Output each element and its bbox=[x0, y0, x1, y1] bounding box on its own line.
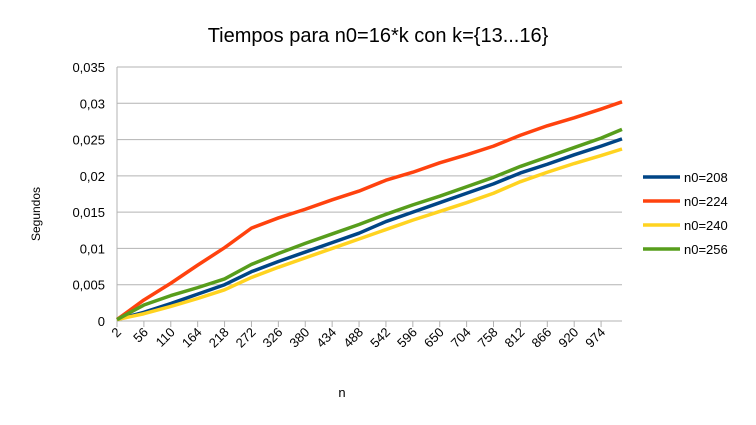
x-tick-label: 704 bbox=[448, 325, 474, 351]
y-axis-label: Segundos bbox=[29, 187, 43, 241]
series-line bbox=[116, 147, 623, 322]
x-axis-label: n bbox=[338, 385, 345, 400]
chart-title: Tiempos para n0=16*k con k={13...16} bbox=[208, 25, 549, 47]
x-tick-label: 272 bbox=[233, 325, 259, 351]
y-tick-label: 0,035 bbox=[72, 60, 105, 75]
y-tick-label: 0,025 bbox=[72, 133, 105, 148]
x-tick-label: 488 bbox=[340, 325, 366, 351]
x-tick-label: 56 bbox=[130, 325, 151, 346]
y-tick-label: 0,03 bbox=[80, 96, 105, 111]
legend-label: n0=256 bbox=[684, 242, 728, 257]
series-line bbox=[116, 137, 623, 322]
x-tick-label: 164 bbox=[179, 325, 205, 351]
x-tick-label: 542 bbox=[367, 325, 393, 351]
x-tick-label: 380 bbox=[286, 325, 312, 351]
x-tick-label: 866 bbox=[528, 325, 554, 351]
x-tick-label: 920 bbox=[555, 325, 581, 351]
x-tick-label: 758 bbox=[475, 325, 501, 351]
y-tick-label: 0 bbox=[98, 314, 105, 329]
x-tick-label: 812 bbox=[502, 325, 528, 351]
x-tick-label: 110 bbox=[153, 325, 178, 350]
y-tick-label: 0,01 bbox=[80, 241, 105, 256]
x-tick-label: 2 bbox=[108, 325, 124, 341]
legend-label: n0=208 bbox=[684, 170, 728, 185]
x-tick-label: 650 bbox=[421, 325, 447, 351]
x-tick-label: 434 bbox=[313, 325, 339, 351]
y-tick-label: 0,02 bbox=[80, 169, 105, 184]
legend-label: n0=224 bbox=[684, 194, 728, 209]
y-tick-label: 0,005 bbox=[72, 278, 105, 293]
legend-label: n0=240 bbox=[684, 218, 728, 233]
series-line bbox=[115, 100, 623, 321]
y-tick-label: 0,015 bbox=[72, 205, 105, 220]
x-tick-label: 596 bbox=[394, 325, 420, 351]
x-tick-label: 974 bbox=[582, 325, 608, 351]
series-line bbox=[116, 127, 623, 322]
x-tick-label: 218 bbox=[206, 325, 232, 351]
x-tick-label: 326 bbox=[260, 325, 286, 351]
